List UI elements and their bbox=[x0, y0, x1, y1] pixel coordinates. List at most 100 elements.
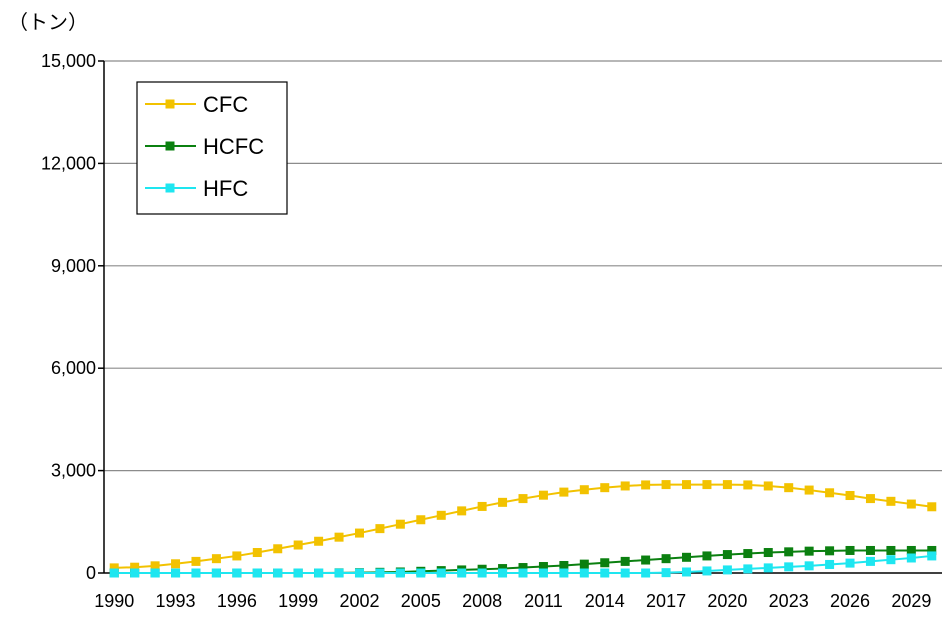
data-point bbox=[641, 568, 651, 578]
series-cfc bbox=[109, 480, 937, 573]
series-hfc bbox=[109, 551, 937, 578]
data-point bbox=[375, 568, 385, 578]
legend-marker bbox=[165, 99, 175, 109]
x-tick-label: 1999 bbox=[278, 591, 318, 611]
legend-label: CFC bbox=[203, 92, 248, 117]
data-point bbox=[600, 483, 610, 493]
data-point bbox=[150, 561, 160, 571]
data-point bbox=[743, 480, 753, 490]
data-point bbox=[579, 568, 589, 578]
data-point bbox=[682, 480, 692, 490]
data-point bbox=[293, 568, 303, 578]
data-point bbox=[825, 488, 835, 498]
data-point bbox=[538, 568, 548, 578]
data-point bbox=[375, 524, 385, 534]
data-point bbox=[784, 483, 794, 493]
data-point bbox=[416, 568, 426, 578]
data-point bbox=[865, 494, 875, 504]
data-point bbox=[130, 562, 140, 572]
data-point bbox=[906, 553, 916, 563]
data-point bbox=[314, 568, 324, 578]
x-tick-label: 1996 bbox=[217, 591, 257, 611]
data-point bbox=[109, 563, 119, 573]
data-point bbox=[130, 568, 140, 578]
data-point bbox=[825, 546, 835, 556]
data-point bbox=[906, 499, 916, 509]
data-point bbox=[620, 568, 630, 578]
data-point bbox=[600, 558, 610, 568]
y-tick-label: 3,000 bbox=[51, 461, 96, 481]
data-point bbox=[784, 547, 794, 557]
data-point bbox=[763, 563, 773, 573]
data-point bbox=[293, 540, 303, 550]
x-tick-label: 2020 bbox=[707, 591, 747, 611]
data-point bbox=[518, 494, 528, 504]
data-point bbox=[273, 568, 283, 578]
data-point bbox=[845, 491, 855, 501]
data-point bbox=[477, 568, 487, 578]
data-point bbox=[191, 556, 201, 566]
data-point bbox=[886, 545, 896, 555]
data-point bbox=[579, 485, 589, 495]
data-point bbox=[150, 568, 160, 578]
data-point bbox=[927, 502, 937, 512]
y-tick-label: 6,000 bbox=[51, 358, 96, 378]
data-point bbox=[763, 481, 773, 491]
data-point bbox=[232, 568, 242, 578]
data-point bbox=[927, 551, 937, 561]
x-tick-label: 2002 bbox=[339, 591, 379, 611]
data-point bbox=[518, 563, 528, 573]
data-point bbox=[518, 568, 528, 578]
data-point bbox=[457, 568, 467, 578]
data-point bbox=[763, 548, 773, 558]
data-point bbox=[682, 567, 692, 577]
data-point bbox=[661, 554, 671, 564]
data-point bbox=[661, 568, 671, 578]
data-point bbox=[538, 490, 548, 500]
data-point bbox=[498, 497, 508, 507]
legend-label: HFC bbox=[203, 176, 248, 201]
data-point bbox=[559, 487, 569, 497]
data-point bbox=[865, 545, 875, 555]
data-point bbox=[702, 566, 712, 576]
x-tick-label: 1990 bbox=[94, 591, 134, 611]
data-point bbox=[804, 485, 814, 495]
x-tick-label: 2029 bbox=[891, 591, 931, 611]
y-tick-labels: 0 3,000 6,000 9,000 12,000 15,000 bbox=[41, 51, 96, 583]
data-point bbox=[109, 568, 119, 578]
data-point bbox=[722, 550, 732, 560]
data-point bbox=[702, 551, 712, 561]
data-point bbox=[211, 554, 221, 564]
data-point bbox=[559, 560, 569, 570]
data-point bbox=[784, 562, 794, 572]
data-point bbox=[354, 568, 364, 578]
series-lines bbox=[109, 480, 937, 578]
data-point bbox=[171, 559, 181, 569]
x-tick-label: 2017 bbox=[646, 591, 686, 611]
x-tick-label: 2026 bbox=[830, 591, 870, 611]
legend-item-hfc: HFC bbox=[145, 176, 248, 201]
data-point bbox=[722, 565, 732, 575]
data-point bbox=[722, 480, 732, 490]
data-point bbox=[436, 568, 446, 578]
data-point bbox=[682, 552, 692, 562]
x-tick-label: 2011 bbox=[524, 591, 563, 611]
data-point bbox=[232, 551, 242, 561]
y-tick-label: 12,000 bbox=[41, 153, 96, 173]
data-point bbox=[702, 480, 712, 490]
data-point bbox=[395, 519, 405, 529]
data-point bbox=[927, 545, 937, 555]
data-point bbox=[334, 532, 344, 542]
data-point bbox=[804, 546, 814, 556]
data-point bbox=[641, 480, 651, 490]
legend-item-hcfc: HCFC bbox=[145, 134, 264, 159]
data-point bbox=[538, 562, 548, 572]
data-point bbox=[211, 568, 221, 578]
x-tick-label: 1993 bbox=[156, 591, 196, 611]
data-point bbox=[620, 556, 630, 566]
data-point bbox=[354, 528, 364, 538]
data-point bbox=[641, 555, 651, 565]
data-point bbox=[395, 568, 405, 578]
data-point bbox=[825, 559, 835, 569]
